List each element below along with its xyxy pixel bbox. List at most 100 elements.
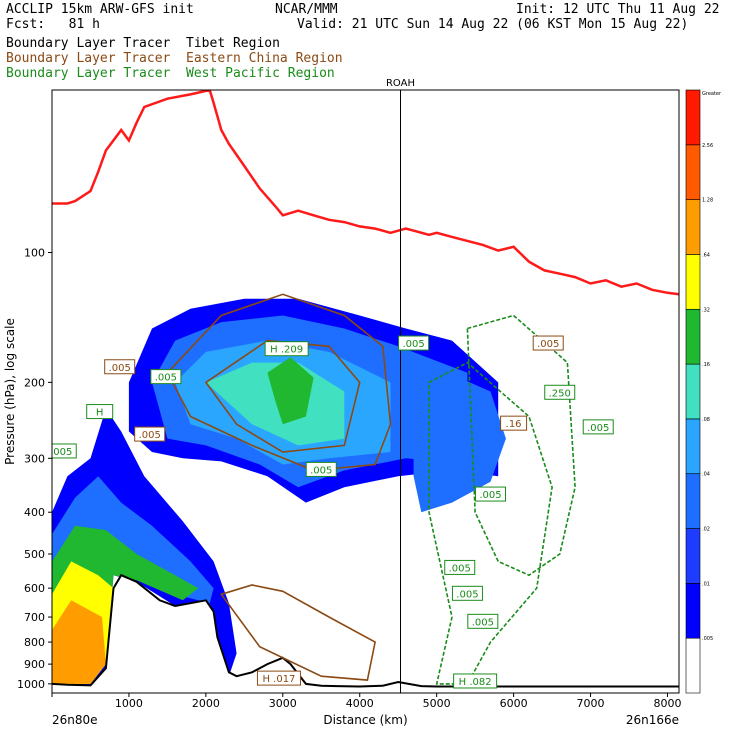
contour-label-box-13 [500,415,528,431]
contour-label-box-15 [475,486,507,502]
y-tick-label-5: 600 [24,582,45,595]
contour-label-16: H .017 [262,674,295,685]
tracer-band-east [413,367,506,513]
header-center: NCAR/MMM [275,2,338,17]
y-tick-label-6: 700 [24,611,45,624]
contour-label-14: .005 [537,339,559,350]
contour-label-3: H .209 [270,345,303,356]
contour-label-box-4 [398,335,430,351]
contour-label-12: .250 [549,388,571,399]
colorbar-swatch-2 [685,528,701,584]
legend-tibet: Boundary Layer Tracer Tibet Region [6,36,280,51]
contour-label-15: .005 [479,490,501,501]
contour-west-pacific-1 [466,314,576,577]
x-tick-label-7: 7000 [577,697,605,710]
colorbar-swatch-3 [685,473,701,529]
contour-label-17: H .082 [459,677,492,688]
contour-label-box-11 [582,419,614,435]
y-tick-label-1: 200 [24,376,45,389]
x-tick-label-1: 1000 [115,697,143,710]
contour-label-11: .005 [587,423,609,434]
contour-label-box-12 [544,384,576,400]
y-tick-label-7: 800 [24,636,45,649]
contour-label-box-14 [532,335,564,351]
terrain-fill [52,575,679,693]
x-tick-label-8: 8000 [653,697,681,710]
contour-label-7: H [96,408,104,419]
header-right-line1: Init: 12 UTC Thu 11 Aug 22 [516,2,720,17]
colorbar-label-3: .04 [702,472,710,478]
contour-label-1: .005 [139,430,161,441]
header-left-line1: ACCLIP 15km ARW-GFS init [6,2,194,17]
terrain-line [52,573,679,688]
contour-label-box-8 [444,559,476,575]
contour-label-10: .005 [472,617,494,628]
contour-eastern-china-1 [166,293,392,472]
y-tick-label-8: 900 [24,658,45,671]
x-endpoint-left: 26n80e [52,713,98,727]
colorbar-label-2: .02 [702,527,710,533]
colorbar-swatch-1 [685,583,701,639]
contour-label-box-9 [451,585,483,601]
contour-label-6: .005 [50,447,72,458]
colorbar-label-10: Greater [702,91,722,97]
colorbar-label-5: .16 [702,362,710,368]
x-tick-label-2: 2000 [192,697,220,710]
colorbar-swatch-7 [685,254,701,310]
colorbar-swatch-0 [685,637,701,694]
contour-label-box-3 [264,341,309,357]
contour-label-box-0 [104,359,136,375]
contour-label-box-7 [86,404,114,420]
contour-label-box-10 [467,613,499,629]
header-right-line2: Valid: 21 UTC Sun 14 Aug 22 (06 KST Mon … [297,17,689,32]
legend-eastern-china: Boundary Layer Tracer Eastern China Regi… [6,51,343,66]
contour-label-box-2 [150,369,182,385]
colorbar-swatch-9 [685,144,701,200]
contour-label-9: .005 [456,589,478,600]
contour-label-13: .16 [506,419,522,430]
colorbar-label-6: .32 [702,307,710,313]
contour-label-box-6 [52,443,77,459]
contour-label-box-5 [305,461,337,477]
colorbar-label-9: 2.56 [702,143,713,149]
contour-west-pacific-2 [428,361,553,685]
colorbar-swatch-10 [685,89,701,146]
colorbar-swatch-6 [685,308,701,365]
x-tick-label-6: 6000 [500,697,528,710]
x-tick-label-3: 3000 [269,697,297,710]
contour-label-8: .005 [449,563,471,574]
contour-label-5: .005 [310,465,332,476]
tracer-band-lower-128 [52,600,106,684]
contour-label-box-16 [256,670,301,686]
contour-label-4: .005 [402,339,424,350]
x-tick-label-4: 4000 [346,697,374,710]
y-tick-label-9: 1000 [17,678,45,691]
contour-label-0: .005 [109,363,131,374]
legend-west-pacific: Boundary Layer Tracer West Pacific Regio… [6,66,335,81]
colorbar-label-0: .005 [702,636,713,642]
colorbar-label-1: .01 [702,581,710,587]
colorbar-label-4: .08 [702,417,710,423]
colorbar-swatch-4 [685,418,701,475]
y-tick-label-3: 400 [24,506,45,519]
y-axis-title: Pressure (hPa), log scale [3,318,17,465]
contour-label-2: .005 [155,373,177,384]
colorbar-swatch-8 [685,199,701,255]
tropopause-line [52,90,679,296]
x-axis-title: Distance (km) [323,713,407,727]
station-label: ROAH [386,78,415,89]
x-tick-label-5: 5000 [423,697,451,710]
contour-eastern-china-3 [219,584,377,681]
colorbar-label-8: 1.28 [702,198,713,204]
colorbar-swatch-5 [685,363,701,420]
colorbar-label-7: .64 [702,252,710,258]
contour-label-box-1 [134,426,166,442]
y-tick-label-4: 500 [24,548,45,561]
plot-frame [51,89,680,694]
header-left-line2: Fcst: 81 h [6,17,100,32]
y-tick-label-0: 100 [24,247,45,260]
tracer-band-32 [267,357,314,425]
y-tick-label-2: 300 [24,452,45,465]
contour-label-box-17 [453,673,498,689]
